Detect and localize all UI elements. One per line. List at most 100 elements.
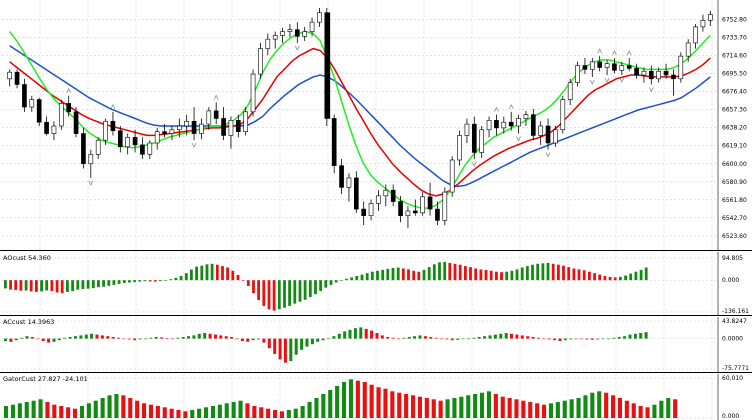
- candle: [272, 31, 278, 49]
- candle: [361, 201, 367, 226]
- histogram-bar: [596, 338, 600, 340]
- histogram-bar: [489, 270, 493, 281]
- histogram-bar: [520, 267, 524, 281]
- candle: [199, 118, 204, 140]
- histogram-bar: [612, 337, 616, 339]
- candle-body: [538, 125, 544, 136]
- price-pane[interactable]: 6752.80 6733.70 6714.60 6695.50 6676.40 6657.…: [0, 0, 752, 250]
- ac-pane[interactable]: 43.8247 0.0000 -75.7771 ACcust 14.3963: [0, 317, 752, 372]
- gator-bar: [162, 407, 167, 418]
- ao-chart: 94.805 0.000 -136.161: [2, 252, 749, 315]
- candle-body: [464, 123, 470, 136]
- histogram-bar: [200, 265, 204, 281]
- candle-body: [154, 131, 160, 144]
- candle: [162, 124, 167, 138]
- histogram-bar: [262, 280, 266, 306]
- histogram-bar: [133, 338, 137, 341]
- histogram-bar: [558, 338, 562, 341]
- price-tick-label: 6542.70: [722, 215, 747, 222]
- candle-body: [324, 12, 331, 119]
- histogram-bar: [57, 338, 61, 341]
- gator-tick-label: 0.000: [722, 413, 739, 420]
- histogram-bar: [345, 278, 348, 281]
- histogram-bar: [510, 270, 514, 281]
- histogram-bar: [160, 337, 164, 339]
- candle-body: [243, 111, 249, 132]
- candle: [258, 42, 263, 79]
- histogram-bar: [205, 264, 209, 281]
- histogram-bar: [63, 337, 67, 339]
- candle: [169, 126, 175, 141]
- histogram-bar: [316, 338, 320, 342]
- up-fractal-icon: [508, 103, 514, 110]
- gator-bar: [459, 396, 464, 418]
- candle-body: [442, 191, 448, 221]
- histogram-bar: [407, 337, 411, 339]
- candle: [29, 95, 35, 112]
- histogram-bar: [55, 280, 59, 293]
- candle: [353, 171, 359, 213]
- gator-bar: [197, 408, 202, 418]
- indicator-tick-label: 43.8247: [722, 318, 747, 325]
- candle-body: [435, 208, 440, 221]
- candle: [582, 58, 588, 75]
- candle-body: [634, 68, 639, 76]
- histogram-bar: [590, 338, 594, 340]
- candle: [44, 116, 49, 136]
- candle: [147, 140, 153, 160]
- histogram-bar: [90, 333, 94, 339]
- gator-pane[interactable]: 60.010 0.000 GatorCust 27.827 -24.101: [0, 374, 752, 420]
- gator-bar: [645, 407, 650, 418]
- indicator-tick-label: 0.0000: [722, 336, 743, 343]
- candle: [176, 118, 182, 138]
- histogram-bar: [246, 338, 250, 342]
- histogram-bar: [300, 338, 304, 350]
- candle-body: [103, 120, 108, 141]
- histogram-bar: [585, 338, 589, 340]
- ao-pane[interactable]: 94.805 0.000 -136.161 AOcust 54.360: [0, 252, 752, 315]
- histogram-bar: [86, 280, 90, 289]
- candle-body: [176, 125, 182, 131]
- histogram-bar: [537, 337, 540, 339]
- price-chart[interactable]: 6752.80 6733.70 6714.60 6695.50 6676.40 6657.…: [0, 0, 752, 250]
- candle: [294, 22, 300, 51]
- pane-separator[interactable]: [0, 372, 752, 373]
- candle-body: [361, 208, 367, 216]
- indicator-tick-label: 94.805: [722, 255, 743, 262]
- candle: [88, 149, 94, 186]
- histogram-bar: [603, 276, 607, 281]
- histogram-bar: [240, 338, 244, 341]
- histogram-bar: [606, 338, 610, 340]
- candle-body: [353, 177, 359, 210]
- price-tick-label: 6523.60: [722, 233, 747, 240]
- pane-separator[interactable]: [0, 315, 752, 316]
- histogram-bar: [381, 269, 385, 281]
- histogram-bar: [644, 267, 648, 281]
- pane-separator[interactable]: [0, 250, 752, 251]
- gator-bar: [24, 402, 29, 418]
- histogram-bar: [107, 280, 111, 286]
- down-fractal-icon: [589, 79, 595, 85]
- candle-body: [132, 137, 138, 146]
- candle: [206, 107, 212, 130]
- histogram-bar: [438, 262, 441, 281]
- gator-bar: [38, 399, 43, 418]
- gator-bar: [79, 406, 84, 418]
- candle-body: [58, 103, 64, 127]
- indicator-tick-label: -136.161: [722, 308, 749, 315]
- candle: [331, 114, 337, 174]
- histogram-bar: [24, 280, 28, 291]
- candle-body: [258, 48, 263, 75]
- histogram-bar: [572, 268, 576, 281]
- histogram-bar: [102, 280, 105, 287]
- histogram-bar: [624, 275, 627, 281]
- histogram-bar: [41, 338, 45, 341]
- gator-bar: [286, 410, 291, 418]
- indicator-tick-label: 0.000: [722, 277, 739, 284]
- candle-body: [508, 121, 514, 127]
- histogram-bar: [493, 334, 497, 339]
- histogram-bar: [440, 338, 444, 340]
- gator-bar: [390, 391, 395, 418]
- candle-body: [390, 189, 396, 202]
- histogram-bar: [339, 280, 343, 281]
